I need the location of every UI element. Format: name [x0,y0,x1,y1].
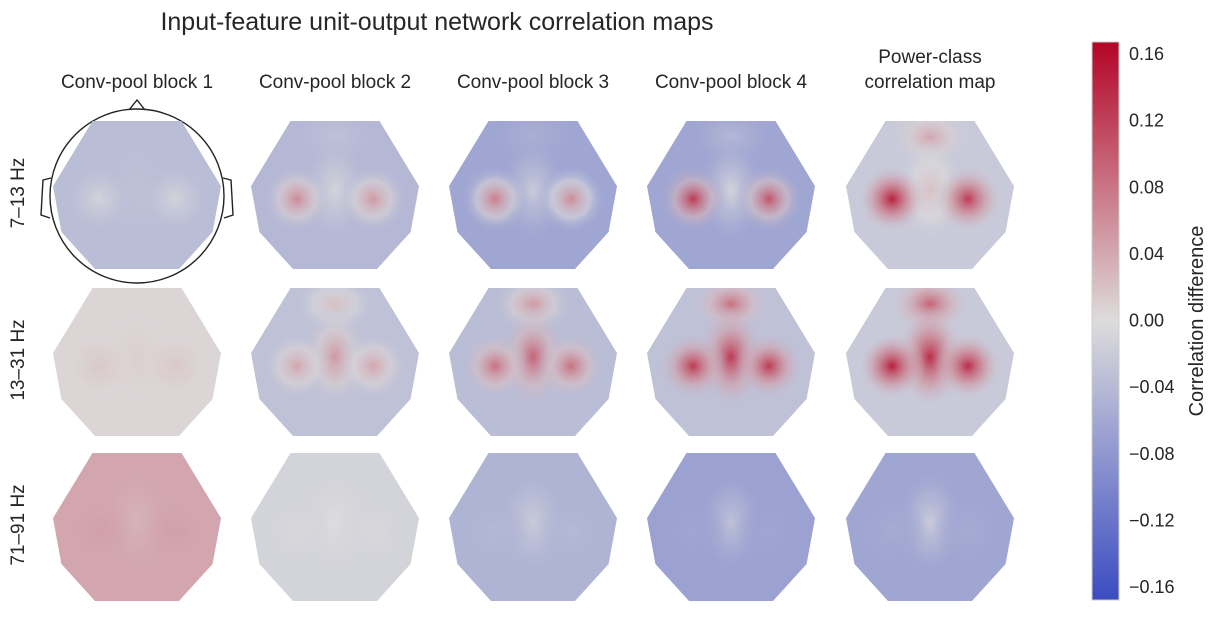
topomap-left-motor-region [263,497,331,565]
topomap-left-motor-region [65,332,133,400]
column-header-4: Conv-pool block 4 [655,72,808,93]
colorbar-gradient [1091,41,1120,601]
topomap-right-motor-region [934,497,1002,565]
topomap [53,453,221,601]
topomap-right-motor-region [339,165,407,233]
colorbar: 0.16 0.12 0.08 0.04 0.00 −0.04 −0.08 −0.12 −0.16… [1091,41,1208,601]
head-circle [49,108,225,284]
colorbar-tick-label: 0.08 [1129,177,1164,197]
column-header-5-line-2: correlation map [865,72,996,93]
topomap [251,288,419,436]
topomap-left-motor-region [659,497,727,565]
topomap [846,453,1014,601]
topomap [449,288,617,436]
topomap [251,453,419,601]
colorbar-tick-label: 0.04 [1129,244,1164,264]
topomap-left-motor-region [263,165,331,233]
colorbar-tick-label: 0.00 [1129,311,1164,331]
left-ear [40,177,52,219]
topomap-left-motor-region [65,497,133,565]
topomap-left-motor-region [858,497,926,565]
topomap-left-motor-region [659,332,727,400]
topomap [846,121,1014,269]
topomap-right-motor-region [141,165,209,233]
colorbar-ticks: 0.16 0.12 0.08 0.04 0.00 −0.04 −0.08 −0.12 −0.16 [1129,44,1175,597]
column-header-2: Conv-pool block 2 [259,72,411,93]
column-header-1: Conv-pool block 1 [61,72,213,93]
column-header-5-line-1: Power-class [878,47,981,68]
topomap-left-motor-region [65,165,133,233]
topomap-right-motor-region [735,165,803,233]
topomap-left-motor-region [858,332,926,400]
topomap-right-motor-region [934,165,1002,233]
topomap-grid [53,121,1014,601]
colorbar-tick-label: −0.12 [1129,510,1175,530]
topomap [647,453,815,601]
colorbar-tick-label: −0.04 [1129,377,1175,397]
topomap [449,121,617,269]
topomap-left-motor-region [461,332,529,400]
topomap [846,288,1014,436]
topomap-left-motor-region [659,165,727,233]
topomap [647,121,815,269]
topomap-right-motor-region [735,497,803,565]
head-outline [40,98,234,284]
row-label-3: 71–91 Hz [8,484,29,565]
colorbar-tick-label: −0.08 [1129,444,1175,464]
topomap-right-motor-region [537,165,605,233]
topomap-right-motor-region [537,332,605,400]
topomap-left-motor-region [263,332,331,400]
right-ear [222,177,234,219]
colorbar-tick-label: −0.16 [1129,577,1175,597]
column-header-3: Conv-pool block 3 [457,72,609,93]
row-label-1: 7–13 Hz [8,158,29,229]
topomap-right-motor-region [537,497,605,565]
topomap-left-motor-region [858,165,926,233]
topomap-right-motor-region [141,497,209,565]
colorbar-label: Correlation difference [1186,226,1208,417]
topomap [647,288,815,436]
topomap [449,453,617,601]
topomap-left-motor-region [461,165,529,233]
colorbar-tick-label: 0.16 [1129,44,1164,64]
topomap-right-motor-region [141,332,209,400]
nose-marker [128,98,146,111]
topomap-right-motor-region [934,332,1002,400]
topomap-right-motor-region [339,332,407,400]
colorbar-tick-label: 0.12 [1129,111,1164,131]
topomap-right-motor-region [339,497,407,565]
row-label-2: 13–31 Hz [8,319,29,400]
topomap [53,288,221,436]
topomap [53,121,221,269]
topomap [251,121,419,269]
topomap-left-motor-region [461,497,529,565]
topomap-right-motor-region [735,332,803,400]
figure-title: Input-feature unit-output network correl… [160,8,713,36]
